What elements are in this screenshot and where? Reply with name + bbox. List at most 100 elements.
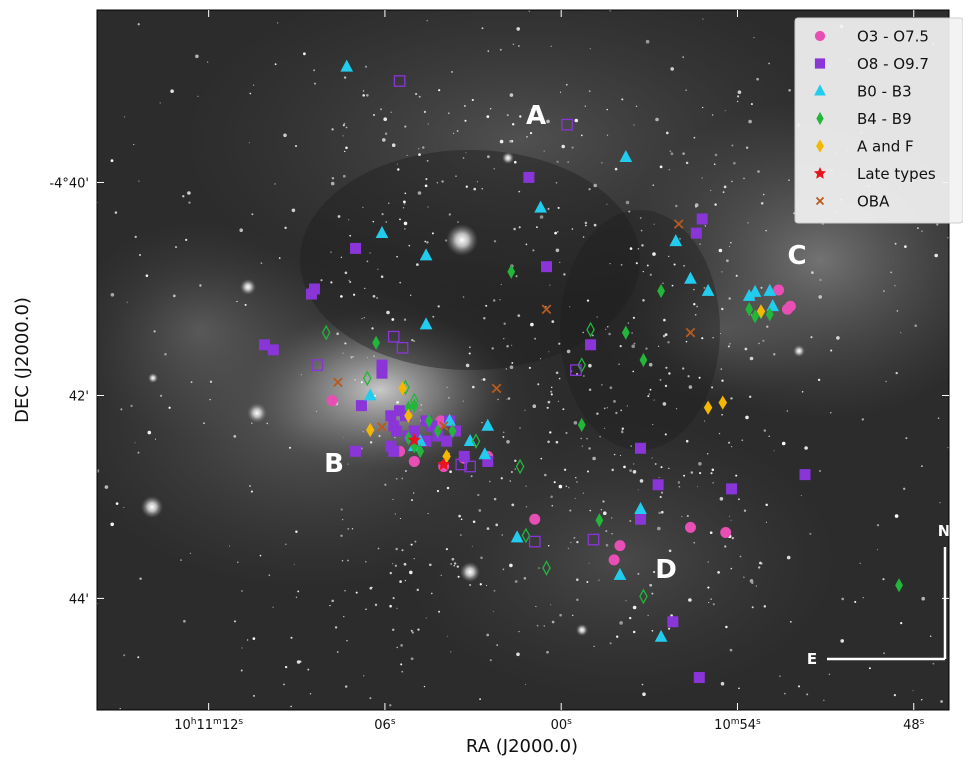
- background-star: [462, 296, 465, 298]
- background-star: [651, 457, 653, 459]
- background-star: [651, 630, 654, 632]
- background-star: [511, 123, 515, 126]
- background-star: [241, 590, 243, 592]
- background-star: [550, 393, 553, 396]
- background-star: [447, 112, 450, 115]
- background-star: [172, 294, 176, 298]
- background-star: [391, 143, 396, 147]
- background-star: [437, 305, 440, 308]
- background-star: [336, 332, 339, 336]
- background-star: [726, 259, 729, 263]
- background-star: [703, 287, 706, 289]
- background-star: [233, 435, 237, 438]
- background-star: [513, 160, 517, 164]
- background-star: [401, 670, 404, 673]
- background-star: [710, 598, 712, 600]
- b4-b9-marker: [372, 335, 381, 350]
- background-star: [153, 330, 156, 333]
- background-star: [266, 422, 269, 425]
- background-star: [471, 545, 473, 547]
- background-star: [506, 344, 509, 348]
- background-star: [743, 177, 745, 180]
- background-star: [303, 52, 306, 56]
- background-star: [239, 228, 243, 232]
- background-star: [637, 572, 640, 575]
- background-star: [344, 271, 348, 275]
- background-star: [714, 203, 717, 206]
- o8-o9-7-marker: [799, 469, 811, 481]
- background-star: [188, 201, 191, 204]
- background-star: [369, 586, 373, 590]
- background-star: [431, 232, 434, 235]
- background-star: [437, 491, 440, 493]
- legend-oba-marker: [815, 196, 825, 206]
- background-star: [580, 437, 582, 440]
- background-star: [619, 454, 622, 456]
- background-star: [134, 442, 136, 444]
- x-tick-label: 10m54s: [714, 717, 761, 733]
- background-star: [882, 578, 885, 581]
- background-star: [355, 591, 358, 594]
- background-star: [365, 93, 369, 97]
- background-star: [912, 690, 914, 692]
- background-star: [236, 561, 239, 564]
- background-star: [701, 337, 704, 340]
- o8-o9-7-marker: [376, 367, 388, 379]
- legend-late-marker: [813, 166, 827, 179]
- background-star: [690, 471, 694, 474]
- background-star: [123, 116, 126, 118]
- background-star: [342, 174, 346, 178]
- background-star: [424, 240, 427, 243]
- background-star: [241, 647, 243, 649]
- background-star: [728, 297, 731, 300]
- background-star: [733, 161, 736, 165]
- background-star: [709, 531, 713, 535]
- b4-b9-marker: [745, 302, 754, 317]
- background-star: [602, 500, 605, 503]
- background-star: [496, 644, 499, 647]
- background-star: [713, 163, 716, 166]
- background-star: [472, 520, 476, 523]
- background-star: [607, 326, 609, 328]
- background-star: [138, 253, 142, 257]
- background-star: [753, 37, 755, 39]
- background-star: [605, 530, 608, 533]
- x-tick-label: 00s: [551, 717, 573, 733]
- background-star: [773, 353, 776, 356]
- background-star: [502, 568, 505, 571]
- legend-o3-label: O3 - O7.5: [857, 28, 929, 46]
- background-star: [379, 108, 383, 111]
- background-star: [479, 583, 482, 586]
- background-star: [609, 386, 613, 390]
- o8-o9-7-marker: [696, 213, 708, 225]
- background-star: [559, 91, 562, 93]
- background-star: [773, 450, 775, 452]
- background-star: [399, 281, 402, 284]
- background-star: [197, 95, 199, 97]
- background-star: [702, 106, 704, 109]
- background-star: [601, 384, 603, 386]
- background-star: [410, 294, 412, 296]
- background-star: [391, 318, 395, 321]
- background-star: [457, 575, 460, 578]
- background-star: [537, 383, 540, 386]
- background-star: [724, 110, 726, 112]
- background-star: [251, 213, 254, 216]
- background-star: [611, 517, 613, 519]
- background-star: [557, 231, 559, 233]
- background-star: [295, 530, 298, 533]
- background-star: [476, 181, 479, 183]
- background-star: [727, 345, 730, 348]
- background-star: [668, 627, 671, 630]
- background-star: [571, 146, 574, 149]
- background-star: [168, 406, 171, 409]
- background-star: [456, 565, 459, 568]
- background-star: [743, 576, 745, 578]
- background-star: [120, 408, 123, 411]
- background-star: [637, 248, 640, 250]
- background-star: [619, 621, 623, 625]
- background-star: [668, 467, 670, 470]
- x-tick-label: 06s: [374, 717, 396, 733]
- background-star: [758, 342, 760, 345]
- background-star: [558, 342, 561, 345]
